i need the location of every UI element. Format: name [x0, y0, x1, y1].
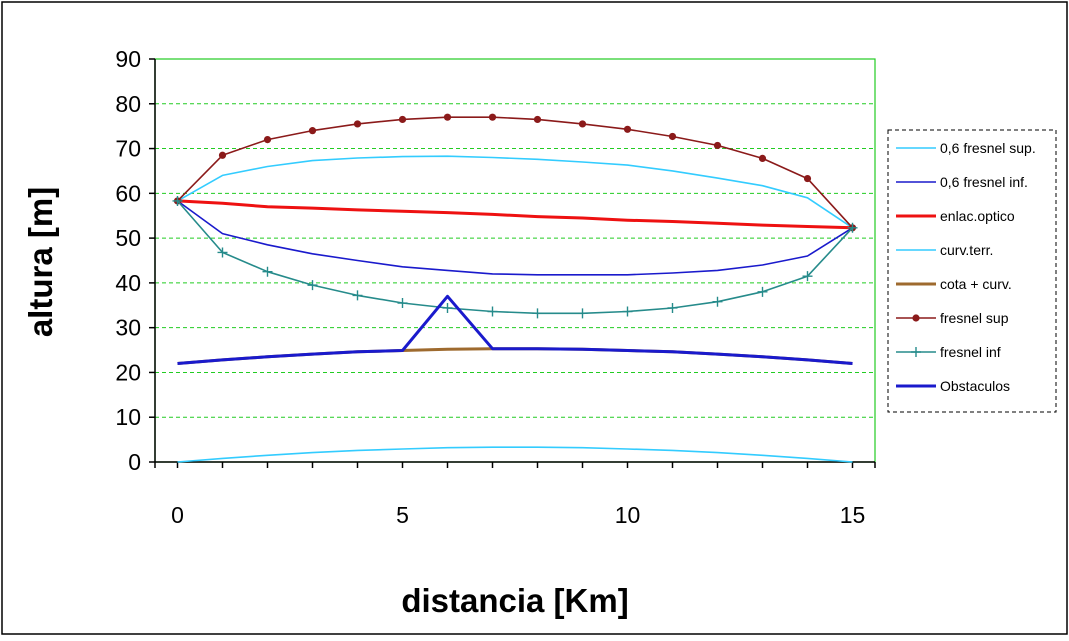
data-point [488, 113, 497, 121]
axes: 0 10 20 30 40 50 60 70 80 90 0 5 10 15 [115, 46, 876, 528]
legend-label: 0,6 fresnel sup. [940, 140, 1036, 156]
x-tick-label: 10 [615, 502, 641, 528]
y-axis-title: altura [m] [22, 187, 59, 337]
legend: 0,6 fresnel sup. 0,6 fresnel inf. enlac.op… [887, 129, 1057, 413]
data-point [847, 222, 858, 233]
data-point [757, 286, 768, 297]
data-point [398, 115, 407, 124]
series-line [177, 200, 853, 276]
data-series [172, 113, 858, 463]
axis-labels: distancia [Km] altura [m] [22, 187, 629, 619]
data-point [487, 306, 498, 317]
legend-label: cota + curv. [940, 276, 1012, 292]
data-point [712, 296, 723, 307]
data-point [668, 132, 677, 141]
data-point [443, 113, 452, 121]
data-point [803, 174, 812, 183]
y-tick-label: 70 [115, 136, 141, 162]
y-tick-label: 40 [115, 270, 141, 296]
data-point [262, 266, 273, 277]
legend-marker [911, 347, 921, 357]
x-tick-label: 5 [396, 502, 409, 528]
data-point [623, 125, 632, 133]
data-point [622, 306, 633, 317]
x-axis-title: distancia [Km] [401, 582, 628, 619]
legend-label: enlac.optico [940, 208, 1015, 224]
data-point [352, 290, 363, 301]
data-point [577, 308, 588, 319]
y-tick-label: 30 [115, 315, 141, 341]
data-point [172, 195, 183, 206]
series-line [176, 200, 854, 315]
y-tick-label: 80 [115, 91, 141, 117]
series-line [177, 446, 853, 463]
data-point [442, 302, 453, 313]
y-tick-label: 50 [115, 225, 141, 251]
legend-marker [912, 314, 920, 322]
data-point [218, 151, 227, 159]
data-point [667, 302, 678, 313]
data-point [353, 120, 362, 128]
legend-label: fresnel sup [940, 310, 1009, 326]
y-tick-label: 20 [115, 359, 141, 385]
data-point [532, 308, 543, 319]
series-line [177, 199, 853, 230]
data-point [263, 136, 272, 144]
y-tick-label: 10 [115, 404, 141, 430]
data-point [758, 154, 767, 163]
data-point [217, 247, 228, 258]
legend-label: Obstaculos [940, 378, 1010, 394]
legend-label: 0,6 fresnel inf. [940, 174, 1028, 190]
series-line [177, 294, 853, 365]
data-point [397, 298, 408, 309]
data-point [307, 280, 318, 291]
series-line [177, 155, 853, 229]
data-point [533, 115, 542, 124]
series-line [176, 116, 854, 229]
legend-label: curv.terr. [940, 242, 993, 258]
y-tick-label: 90 [115, 46, 141, 72]
data-point [802, 271, 813, 282]
data-point [713, 141, 722, 150]
x-tick-label: 15 [840, 502, 866, 528]
y-tick-label: 0 [128, 449, 141, 475]
y-tick-label: 60 [115, 180, 141, 206]
x-tick-label: 0 [171, 502, 184, 528]
data-point [578, 120, 587, 128]
grid-lines [155, 103, 875, 418]
legend-label: fresnel inf [940, 344, 1001, 360]
data-point [308, 127, 317, 135]
legend-box [887, 129, 1057, 413]
